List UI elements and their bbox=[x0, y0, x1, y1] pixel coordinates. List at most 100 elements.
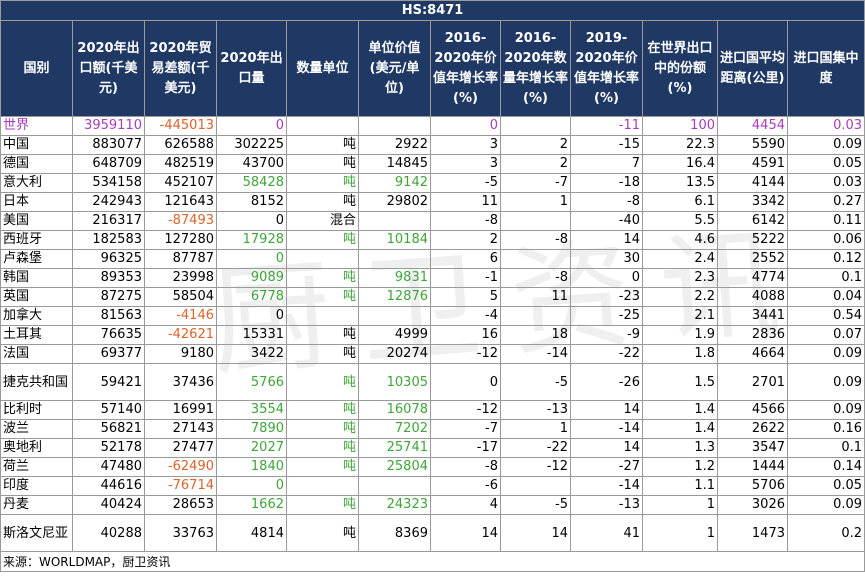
data-cell: -8 bbox=[500, 230, 571, 250]
data-cell: 127280 bbox=[144, 230, 217, 250]
data-cell: 883077 bbox=[72, 135, 145, 155]
data-cell bbox=[500, 116, 571, 136]
data-cell: 0.04 bbox=[786, 287, 865, 307]
data-cell: 14 bbox=[500, 514, 571, 552]
data-cell: 吨 bbox=[286, 287, 359, 307]
data-cell: 吨 bbox=[286, 419, 359, 439]
data-cell: -445013 bbox=[144, 116, 217, 136]
table-row: 印度 44616 -76714 0 -6 -14 1.1 5706 0.05 bbox=[0, 476, 865, 496]
data-cell: 7202 bbox=[358, 419, 431, 439]
data-cell: 76635 bbox=[72, 325, 145, 345]
data-cell: 5766 bbox=[216, 363, 287, 401]
data-cell: 1 bbox=[500, 192, 571, 212]
data-cell: 626588 bbox=[144, 135, 217, 155]
data-cell: 18 bbox=[500, 325, 571, 345]
data-cell: 0.27 bbox=[786, 192, 865, 212]
country-cell: 荷兰 bbox=[0, 457, 73, 477]
data-cell: 1 bbox=[500, 419, 571, 439]
data-cell: 9142 bbox=[358, 173, 431, 193]
column-header: 2016-2020年价值年增长率(%) bbox=[430, 20, 501, 117]
data-cell: 13.5 bbox=[642, 173, 718, 193]
data-cell: 吨 bbox=[286, 457, 359, 477]
data-cell: 2.4 bbox=[642, 249, 718, 269]
data-cell: 1.8 bbox=[642, 344, 718, 364]
column-header: 单位价值(美元/单位) bbox=[358, 20, 431, 117]
data-cell: 2.2 bbox=[642, 287, 718, 307]
data-cell: 40424 bbox=[72, 495, 145, 515]
data-cell: -26 bbox=[570, 363, 643, 401]
data-cell: 9831 bbox=[358, 268, 431, 288]
data-cell: 5706 bbox=[717, 476, 788, 496]
column-header: 2020年贸易差额(千美元) bbox=[144, 20, 217, 117]
data-cell: 4566 bbox=[717, 400, 788, 420]
data-cell: 648709 bbox=[72, 154, 145, 174]
data-cell: 1662 bbox=[216, 495, 287, 515]
data-cell: 4454 bbox=[717, 116, 788, 136]
country-cell: 斯洛文尼亚 bbox=[0, 514, 73, 552]
data-cell: 1.9 bbox=[642, 325, 718, 345]
data-cell: -7 bbox=[500, 173, 571, 193]
data-cell: 0.09 bbox=[786, 495, 865, 515]
data-cell: 10305 bbox=[358, 363, 431, 401]
country-cell: 丹麦 bbox=[0, 495, 73, 515]
data-cell: -5 bbox=[500, 495, 571, 515]
data-cell: 9180 bbox=[144, 344, 217, 364]
data-cell: 0.05 bbox=[786, 476, 865, 496]
data-cell: -8 bbox=[570, 192, 643, 212]
data-cell: 14 bbox=[570, 438, 643, 458]
table-row: 加拿大 81563 -4146 0 -4 -25 2.1 3441 0.54 bbox=[0, 306, 865, 326]
data-cell: -12 bbox=[430, 400, 501, 420]
data-cell: 0.09 bbox=[786, 135, 865, 155]
data-cell: 4144 bbox=[717, 173, 788, 193]
data-cell: -5 bbox=[500, 363, 571, 401]
data-cell: 44616 bbox=[72, 476, 145, 496]
table-title: HS:8471 bbox=[0, 0, 865, 21]
data-cell: 16078 bbox=[358, 400, 431, 420]
data-cell: 2 bbox=[500, 154, 571, 174]
data-cell: 0.06 bbox=[786, 230, 865, 250]
data-cell: 0.54 bbox=[786, 306, 865, 326]
data-cell: 8369 bbox=[358, 514, 431, 552]
data-cell: -42621 bbox=[144, 325, 217, 345]
data-cell: 4664 bbox=[717, 344, 788, 364]
data-cell: 0.05 bbox=[786, 154, 865, 174]
data-cell: 0 bbox=[216, 476, 287, 496]
data-cell: 1840 bbox=[216, 457, 287, 477]
data-cell: 41 bbox=[570, 514, 643, 552]
data-cell: 2.3 bbox=[642, 268, 718, 288]
data-cell: 1.3 bbox=[642, 438, 718, 458]
data-cell: 3422 bbox=[216, 344, 287, 364]
data-cell: -87493 bbox=[144, 211, 217, 231]
column-header: 进口国集中度 bbox=[786, 20, 865, 117]
data-cell: -6 bbox=[430, 476, 501, 496]
data-cell: 2622 bbox=[717, 419, 788, 439]
data-cell: 2701 bbox=[717, 363, 788, 401]
data-cell: -15 bbox=[570, 135, 643, 155]
data-cell: 0.03 bbox=[786, 116, 865, 136]
data-cell: 121643 bbox=[144, 192, 217, 212]
table-row: 丹麦 40424 28653 1662 吨 24323 4 -5 -13 1 3026 0.09 bbox=[0, 495, 865, 515]
country-cell: 奥地利 bbox=[0, 438, 73, 458]
table-row: 中国 883077 626588 302225 吨 2922 3 2 -15 22.3 5590 0.… bbox=[0, 135, 865, 155]
data-cell: -11 bbox=[570, 116, 643, 136]
data-cell: 0 bbox=[216, 116, 287, 136]
data-cell: 0 bbox=[216, 306, 287, 326]
data-cell: 1444 bbox=[717, 457, 788, 477]
table-row: 英国 87275 58504 6778 吨 12876 5 11 -23 2.2 4088 0.04 bbox=[0, 287, 865, 307]
data-cell: -22 bbox=[570, 344, 643, 364]
data-cell: 0.11 bbox=[786, 211, 865, 231]
data-cell: 1 bbox=[642, 514, 718, 552]
data-cell: 0 bbox=[430, 363, 501, 401]
country-cell: 世界 bbox=[0, 116, 73, 136]
data-cell: 242943 bbox=[72, 192, 145, 212]
data-cell: -25 bbox=[570, 306, 643, 326]
data-cell: 吨 bbox=[286, 154, 359, 174]
data-cell: 89353 bbox=[72, 268, 145, 288]
data-cell: 452107 bbox=[144, 173, 217, 193]
data-cell: 吨 bbox=[286, 363, 359, 401]
data-cell: 58504 bbox=[144, 287, 217, 307]
country-cell: 法国 bbox=[0, 344, 73, 364]
data-cell: 14 bbox=[430, 514, 501, 552]
data-cell: 29802 bbox=[358, 192, 431, 212]
